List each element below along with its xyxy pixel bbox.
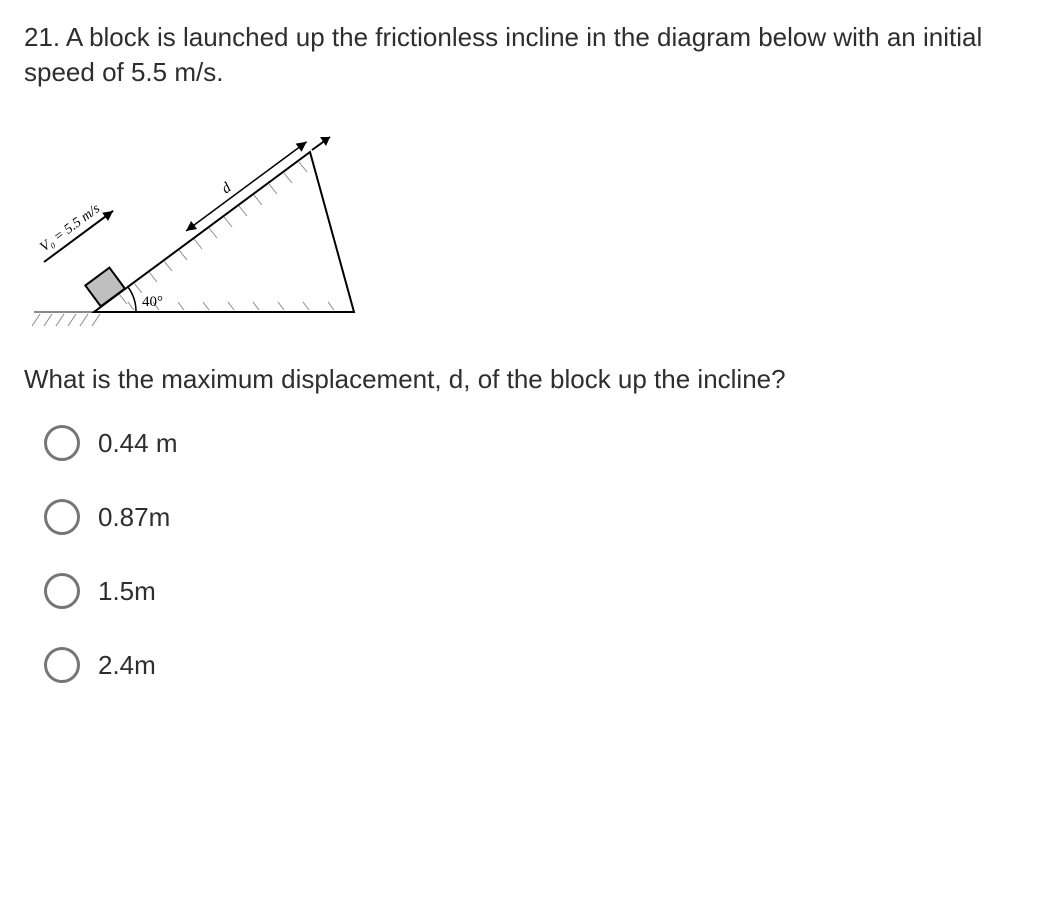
question-prompt: What is the maximum displacement, d, of … <box>24 364 1030 395</box>
radio-icon <box>44 425 80 461</box>
option-label: 1.5m <box>98 576 156 607</box>
option-a[interactable]: 0.44 m <box>44 425 1030 461</box>
radio-icon <box>44 573 80 609</box>
option-c[interactable]: 1.5m <box>44 573 1030 609</box>
radio-icon <box>44 499 80 535</box>
option-label: 2.4m <box>98 650 156 681</box>
question-stem: 21. A block is launched up the frictionl… <box>24 20 1030 90</box>
incline-diagram: 40° V₀ = 5.5 m/s d <box>24 114 1030 334</box>
radio-icon <box>44 647 80 683</box>
angle-label: 40° <box>142 294 163 310</box>
distance-label: d <box>219 180 235 198</box>
option-label: 0.44 m <box>98 428 178 459</box>
options-group: 0.44 m 0.87m 1.5m 2.4m <box>24 425 1030 683</box>
velocity-label: V₀ = 5.5 m/s <box>38 201 104 255</box>
option-label: 0.87m <box>98 502 170 533</box>
option-d[interactable]: 2.4m <box>44 647 1030 683</box>
option-b[interactable]: 0.87m <box>44 499 1030 535</box>
